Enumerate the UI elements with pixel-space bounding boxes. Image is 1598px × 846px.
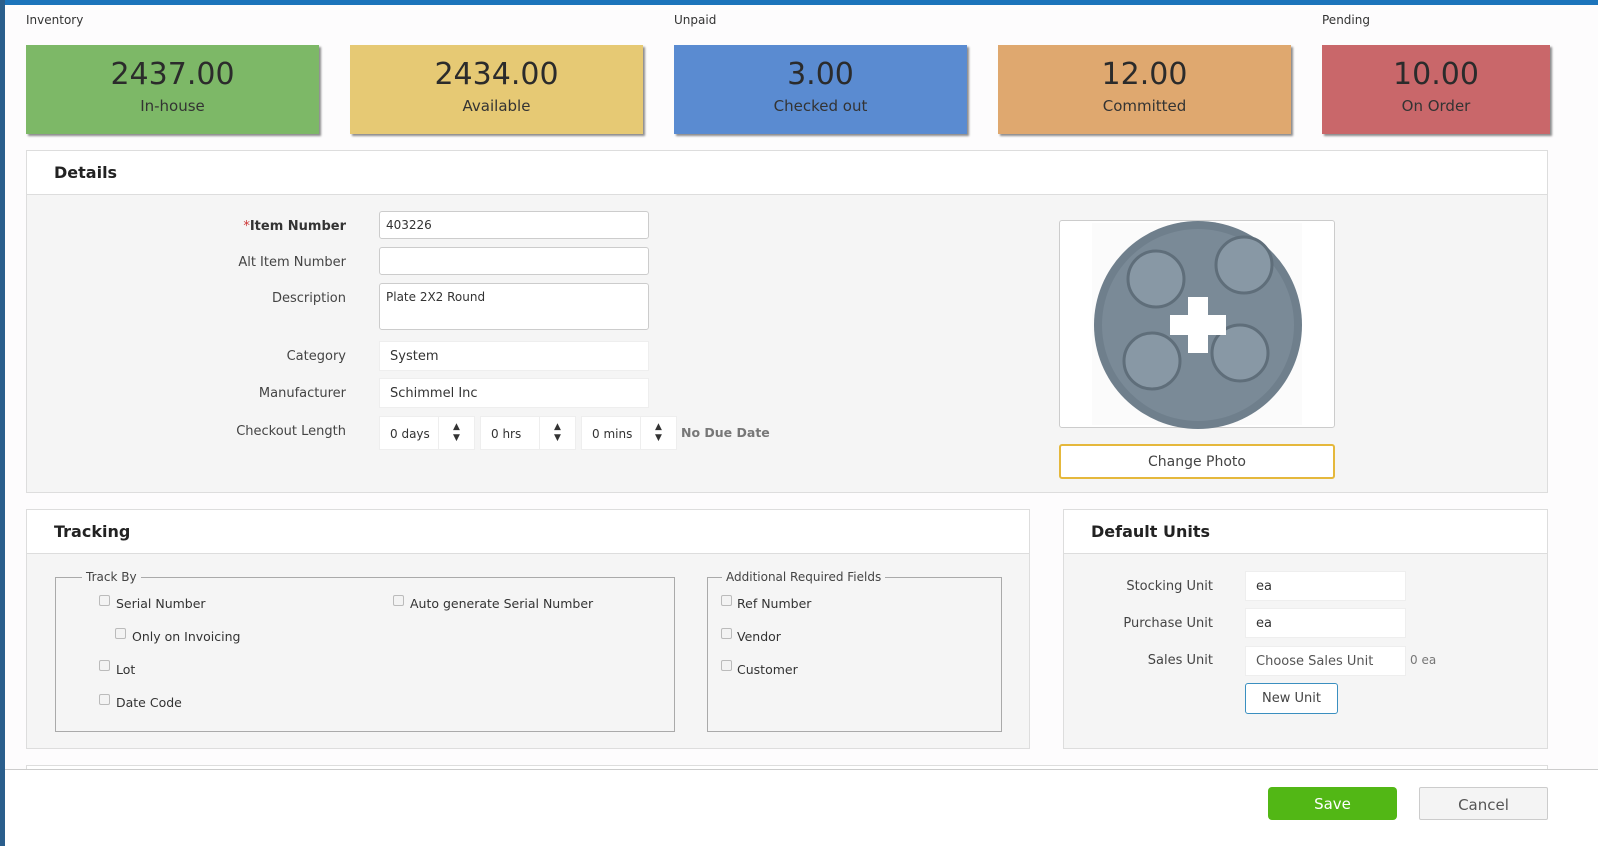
only-invoicing-label: Only on Invoicing <box>132 629 241 644</box>
ref-number-label: Ref Number <box>737 596 812 611</box>
stat-label: In-house <box>140 97 205 115</box>
details-title: Details <box>27 151 1547 195</box>
date-code-label: Date Code <box>116 695 182 710</box>
item-number-label: *Item Number <box>243 219 346 234</box>
change-photo-button[interactable]: Change Photo <box>1059 444 1335 479</box>
checkout-length-label: Checkout Length <box>236 424 346 439</box>
lot-checkbox[interactable] <box>99 660 110 671</box>
purchase-unit-select[interactable]: ea <box>1245 608 1406 638</box>
stat-label: On Order <box>1401 97 1471 115</box>
category-select[interactable]: System <box>379 341 649 371</box>
vendor-checkbox[interactable] <box>721 628 732 639</box>
group-inventory: Inventory <box>26 13 84 27</box>
stat-value: 2434.00 <box>434 57 559 92</box>
stepper-arrows-icon[interactable]: ▲ ▼ <box>539 417 575 449</box>
days-value: 0 days <box>390 427 430 441</box>
alt-item-number-input[interactable] <box>379 247 649 275</box>
description-textarea[interactable]: Plate 2X2 Round <box>379 283 649 330</box>
manufacturer-select[interactable]: Schimmel Inc <box>379 378 649 408</box>
stat-card-committed[interactable]: 12.00 Committed <box>998 45 1291 134</box>
mins-stepper[interactable]: 0 mins ▲ ▼ <box>581 416 677 450</box>
tracking-panel: Tracking <box>26 509 1030 749</box>
customer-checkbox[interactable] <box>721 660 732 671</box>
stat-card-on-order[interactable]: 10.00 On Order <box>1322 45 1550 134</box>
default-units-title: Default Units <box>1064 510 1547 554</box>
manufacturer-label: Manufacturer <box>258 386 346 401</box>
stat-value: 3.00 <box>787 57 854 92</box>
vendor-label: Vendor <box>737 629 781 644</box>
stat-label: Available <box>462 97 531 115</box>
customer-label: Customer <box>737 662 798 677</box>
no-due-date: No Due Date <box>681 425 770 440</box>
stat-card-in-house[interactable]: 2437.00 In-house <box>26 45 319 134</box>
purchase-unit-label: Purchase Unit <box>1123 616 1213 631</box>
track-by-fieldset: Track By <box>55 570 675 732</box>
left-edge <box>0 0 5 846</box>
stat-value: 2437.00 <box>110 57 235 92</box>
auto-serial-checkbox[interactable] <box>393 595 404 606</box>
track-by-legend: Track By <box>86 570 137 584</box>
ref-number-checkbox[interactable] <box>721 595 732 606</box>
stat-value: 12.00 <box>1101 57 1188 92</box>
date-code-checkbox[interactable] <box>99 694 110 705</box>
sales-unit-select[interactable]: Choose Sales Unit <box>1245 646 1406 676</box>
top-bar <box>0 0 1598 5</box>
item-number-input[interactable]: 403226 <box>379 211 649 239</box>
part-image <box>1092 221 1302 429</box>
stat-card-available[interactable]: 2434.00 Available <box>350 45 643 134</box>
stepper-arrows-icon[interactable]: ▲ ▼ <box>438 417 474 449</box>
category-label: Category <box>286 349 346 364</box>
next-panel-edge <box>26 765 1548 771</box>
group-pending: Pending <box>1322 13 1370 27</box>
cancel-button[interactable]: Cancel <box>1419 787 1548 820</box>
stat-value: 10.00 <box>1393 57 1479 92</box>
hrs-value: 0 hrs <box>491 427 522 441</box>
additional-legend: Additional Required Fields <box>726 570 882 584</box>
sales-unit-note: 0 ea <box>1410 653 1437 667</box>
tracking-title: Tracking <box>27 510 1029 554</box>
serial-number-label: Serial Number <box>116 596 206 611</box>
serial-number-checkbox[interactable] <box>99 595 110 606</box>
stat-card-checked-out[interactable]: 3.00 Checked out <box>674 45 967 134</box>
group-unpaid: Unpaid <box>674 13 717 27</box>
stat-label: Checked out <box>773 97 868 115</box>
stat-label: Committed <box>1102 97 1187 115</box>
stocking-unit-select[interactable]: ea <box>1245 571 1406 601</box>
stepper-arrows-icon[interactable]: ▲ ▼ <box>640 417 676 449</box>
new-unit-button[interactable]: New Unit <box>1245 683 1338 714</box>
description-label: Description <box>271 291 346 306</box>
sales-unit-label: Sales Unit <box>1147 653 1213 668</box>
save-button[interactable]: Save <box>1268 787 1397 820</box>
lot-label: Lot <box>116 662 136 677</box>
additional-fields-fieldset: Additional Required Fields <box>707 570 1002 732</box>
days-stepper[interactable]: 0 days ▲ ▼ <box>379 416 475 450</box>
item-photo <box>1059 220 1335 429</box>
hrs-stepper[interactable]: 0 hrs ▲ ▼ <box>480 416 576 450</box>
stocking-unit-label: Stocking Unit <box>1126 579 1213 594</box>
auto-serial-label: Auto generate Serial Number <box>410 596 594 611</box>
only-invoicing-checkbox[interactable] <box>115 628 126 639</box>
alt-item-number-label: Alt Item Number <box>238 255 346 270</box>
mins-value: 0 mins <box>592 427 633 441</box>
